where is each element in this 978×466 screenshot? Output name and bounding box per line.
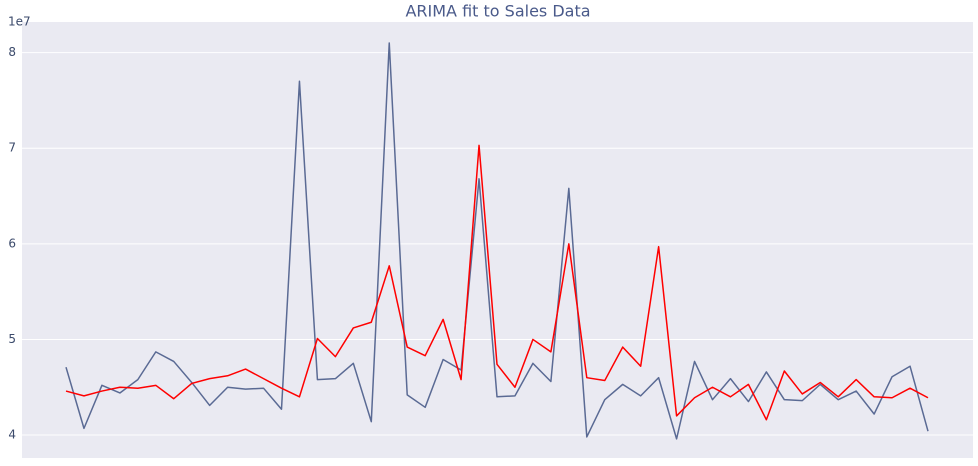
chart-title: ARIMA fit to Sales Data: [405, 2, 590, 21]
y-offset-label: 1e7: [8, 15, 31, 29]
y-tick-label: 8: [8, 45, 16, 59]
y-tick-label: 4: [8, 428, 16, 442]
y-tick-label: 5: [8, 332, 16, 346]
y-tick-label: 6: [8, 236, 16, 250]
line-series: [65, 144, 929, 421]
line-series: [65, 42, 929, 440]
y-tick-label: 7: [8, 141, 16, 155]
